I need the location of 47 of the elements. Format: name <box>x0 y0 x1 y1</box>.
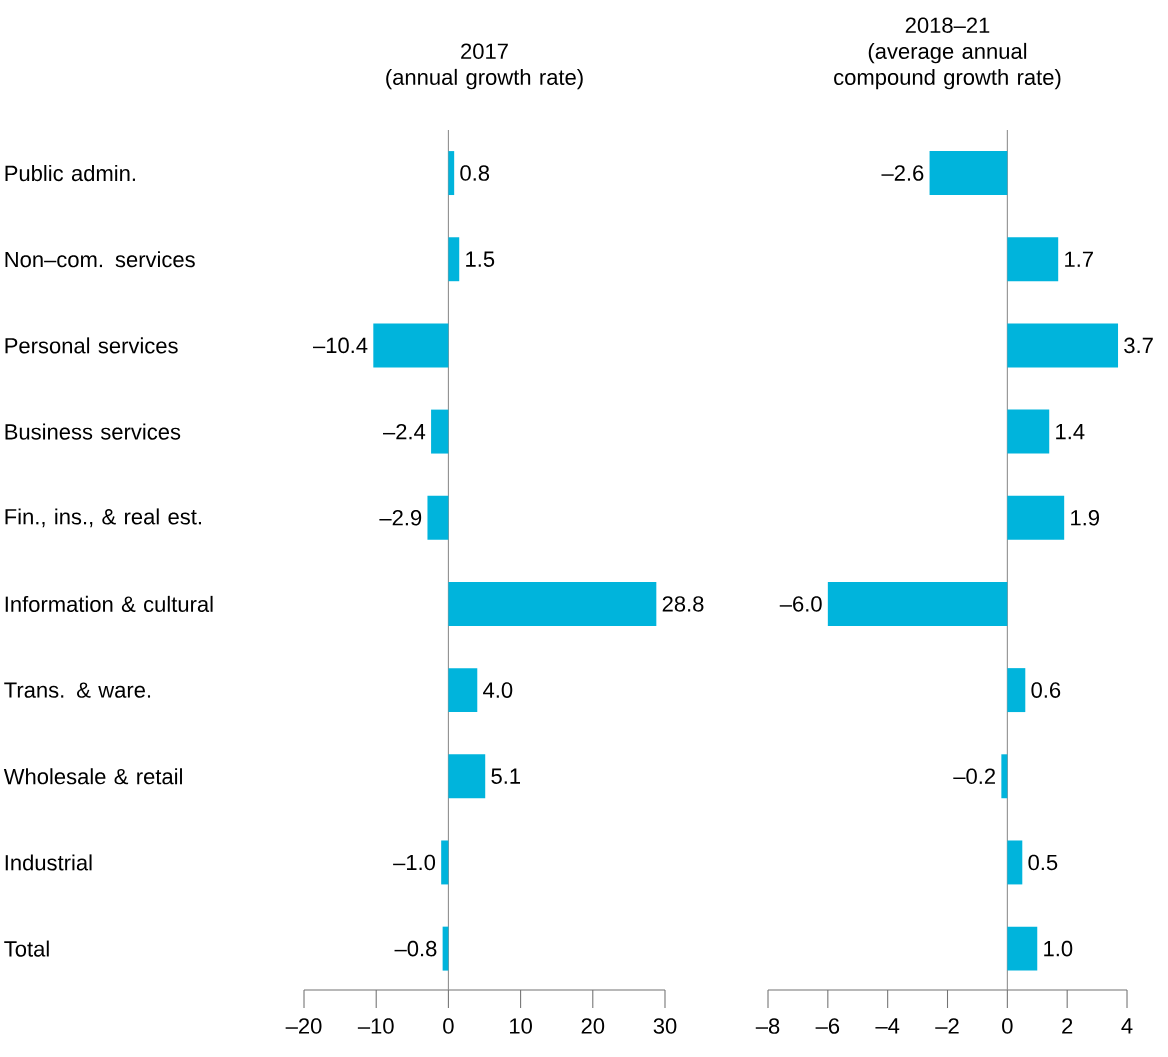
data-label: 0.5 <box>1028 854 1058 871</box>
y-tick-label: Public admin. <box>5 164 135 182</box>
y-tick-label: Business services <box>5 423 181 440</box>
y-tick-label: Wholesale & retail <box>3 768 182 785</box>
y-tick-label: Non–com. services <box>5 251 195 268</box>
data-label: –0.2 <box>953 768 995 785</box>
data-label: –1.0 <box>393 854 436 871</box>
x-tick-label: 0 <box>1002 1018 1013 1034</box>
chart-subtitle: (average annual compound growth rate) <box>834 42 1061 90</box>
data-label: 1.5 <box>466 251 495 267</box>
data-label: –2.9 <box>379 509 422 526</box>
chart-title: 2017 <box>461 43 508 60</box>
data-label: –6.0 <box>779 596 822 612</box>
x-tick-label: 10 <box>510 1018 532 1034</box>
x-tick-label: –20 <box>285 1018 322 1034</box>
data-label: 4.0 <box>483 682 513 698</box>
data-label: 28.8 <box>662 596 704 612</box>
x-tick-label: –6 <box>815 1018 840 1034</box>
data-label: –10.4 <box>312 337 368 354</box>
x-tick-label: –2 <box>935 1018 959 1034</box>
data-label: 1.7 <box>1065 251 1093 267</box>
data-label: 1.0 <box>1044 940 1073 957</box>
x-tick-label: 30 <box>653 1018 677 1034</box>
data-label: 3.7 <box>1124 337 1153 354</box>
x-tick-label: 2 <box>1062 1018 1073 1034</box>
chart-title: 2018–21 <box>905 17 990 34</box>
data-label: 1.9 <box>1071 509 1099 526</box>
data-label: –2.6 <box>881 165 924 181</box>
y-tick-label: Fin., ins., & real est. <box>5 508 201 528</box>
chart-subtitle: (annual growth rate) <box>386 68 583 90</box>
data-label: 1.4 <box>1056 424 1085 440</box>
data-label: 0.6 <box>1031 682 1061 698</box>
y-tick-label: Total <box>4 940 49 957</box>
y-tick-label: Personal services <box>5 337 178 354</box>
x-tick-label: 20 <box>581 1018 605 1034</box>
data-label: –0.8 <box>394 940 437 957</box>
x-tick-label: 4 <box>1121 1018 1133 1034</box>
y-tick-label: Industrial <box>5 854 92 871</box>
y-tick-label: Information & cultural <box>5 595 213 612</box>
data-label: 0.8 <box>460 165 490 181</box>
data-label: –2.4 <box>382 423 426 440</box>
x-tick-label: –8 <box>755 1018 780 1034</box>
x-tick-label: –10 <box>357 1018 394 1034</box>
data-label: 5.1 <box>491 768 520 784</box>
x-tick-label: –4 <box>875 1018 900 1034</box>
y-tick-label: Trans. & ware. <box>4 682 151 698</box>
x-tick-label: 0 <box>443 1018 454 1034</box>
